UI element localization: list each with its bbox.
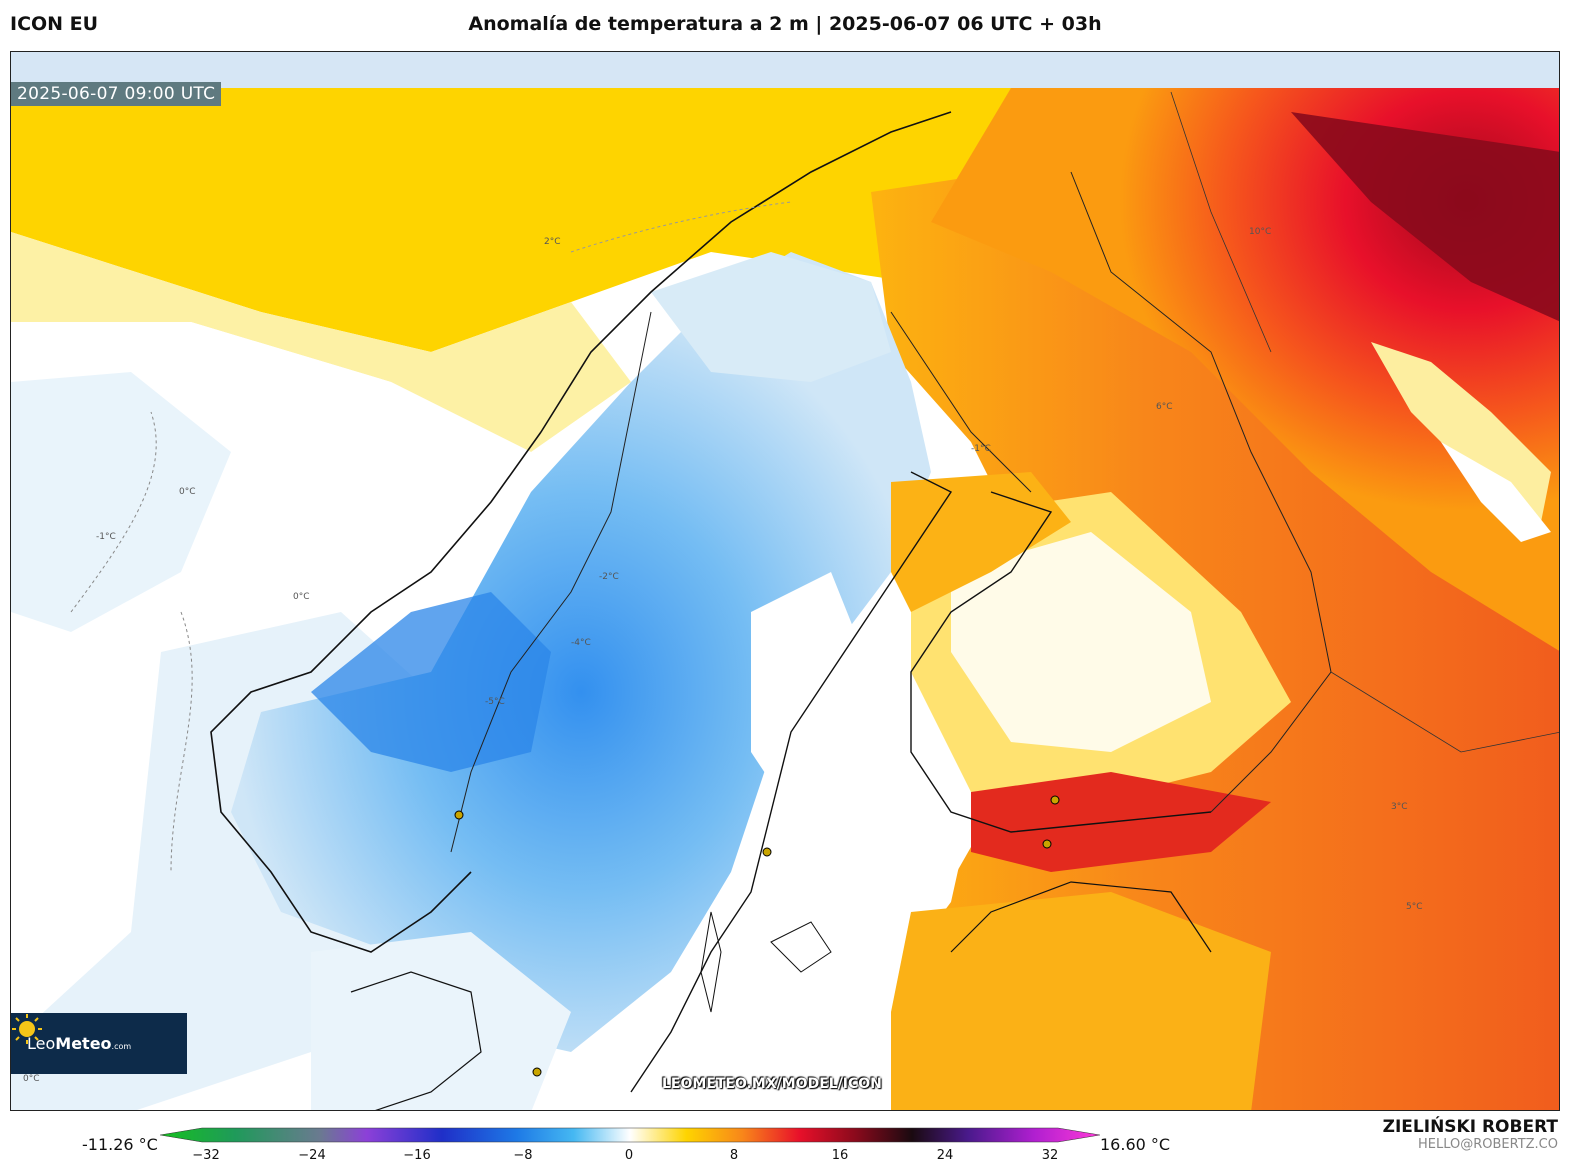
finland-neutral: [951, 532, 1211, 752]
isotherm-2c: [570, 201, 792, 253]
isotherm-label: 6°C: [1156, 402, 1173, 412]
baltics-warm: [891, 892, 1271, 1110]
white-sea-neutral: [1371, 342, 1551, 522]
bothnian-sea: [751, 572, 871, 812]
isotherm-label: 5°C: [1406, 902, 1423, 912]
isotherm-label: -4°C: [571, 638, 591, 648]
isotherm-label: 10°C: [1249, 227, 1272, 237]
scandinavia-cold: [231, 252, 931, 1052]
kola-extreme: [1291, 112, 1559, 322]
colorbar-gradient: [160, 1127, 1100, 1143]
leometeo-logo: LeoMeteo.com: [11, 1013, 187, 1074]
chart-title: Anomalía de temperatura a 2 m | 2025-06-…: [468, 13, 1102, 35]
source-watermark: LEOMETEO.MX/MODEL/ICON: [662, 1076, 882, 1092]
coastline-sweden-east: [630, 471, 953, 1093]
colorbar-tick: 32: [1041, 1148, 1059, 1163]
isotherm-label: 3°C: [1391, 802, 1408, 812]
coastline-baltics: [950, 881, 1212, 953]
coastline-gotland: [770, 921, 832, 973]
isotherm-label: -5°C: [485, 697, 505, 707]
colorbar-tick: −16: [403, 1148, 431, 1163]
logo-text: LeoMeteo.com: [27, 1034, 132, 1053]
coastline-norway: [210, 111, 952, 953]
model-name: ICON EU: [10, 13, 99, 35]
colorbar-tick: −24: [298, 1148, 326, 1163]
colorbar-tick: 8: [729, 1148, 739, 1163]
colorbar-tick: 24: [936, 1148, 954, 1163]
russia-hot-core: [931, 88, 1559, 651]
coastline-denmark: [350, 971, 482, 1110]
temperature-anomaly-map: 2°C -1°C 0°C 0°C -2°C -4°C -5°C -1°C 3°C…: [10, 51, 1560, 1111]
colorbar-tick: 16: [831, 1148, 849, 1163]
colorbar-tick: −32: [192, 1148, 220, 1163]
isotherm-label: 0°C: [293, 592, 310, 602]
gulf-of-bothnia-warm: [891, 472, 1071, 612]
city-marker-copenhagen: [532, 1067, 542, 1077]
author-credit: ZIELIŃSKI ROBERT: [1382, 1117, 1558, 1137]
city-marker-stockholm: [762, 847, 772, 857]
atlantic-slight-cool: [11, 372, 231, 632]
denmark-cool: [311, 932, 571, 1110]
domain-edge: [11, 52, 1559, 88]
isotherm-label: 0°C: [23, 1074, 40, 1084]
colorbar-tick: 0: [624, 1148, 634, 1163]
border-finland-russia: [1070, 171, 1332, 813]
coastline-finland: [910, 491, 1212, 833]
isotherm-label: -1°C: [971, 444, 991, 454]
border-sweden-finland: [890, 311, 1032, 493]
lapland-cool: [651, 252, 891, 382]
sea-light-yellow: [11, 232, 631, 452]
isotherm-0c: [70, 411, 193, 873]
white-sea-core: [1441, 442, 1551, 542]
map-canvas: [11, 52, 1559, 1110]
colorbar-max-label: 16.60 °C: [1100, 1135, 1171, 1154]
isotherm-label: 0°C: [179, 487, 196, 497]
colorbar: [160, 1127, 1100, 1143]
border-norway-sweden: [450, 311, 652, 853]
city-marker-oslo: [454, 810, 464, 820]
city-marker-helsinki: [1050, 795, 1060, 805]
coastline-oland: [700, 911, 722, 1013]
valid-time-label: 2025-06-07 09:00 UTC: [11, 82, 222, 106]
norway-mountains-cold: [311, 592, 551, 772]
baltic-sea-neutral: [572, 772, 971, 1110]
isotherm-label: -2°C: [599, 572, 619, 582]
isotherm-label: -1°C: [96, 532, 116, 542]
colorbar-min-label: -11.26 °C: [82, 1135, 158, 1154]
border-russia-internal: [1170, 91, 1559, 753]
city-marker-tallinn: [1042, 839, 1052, 849]
author-email: HELLO@ROBERTZ.CO: [1417, 1137, 1558, 1152]
colorbar-tick: −8: [513, 1148, 533, 1163]
sun-icon: [12, 1014, 42, 1044]
isotherm-label: 2°C: [544, 237, 561, 247]
